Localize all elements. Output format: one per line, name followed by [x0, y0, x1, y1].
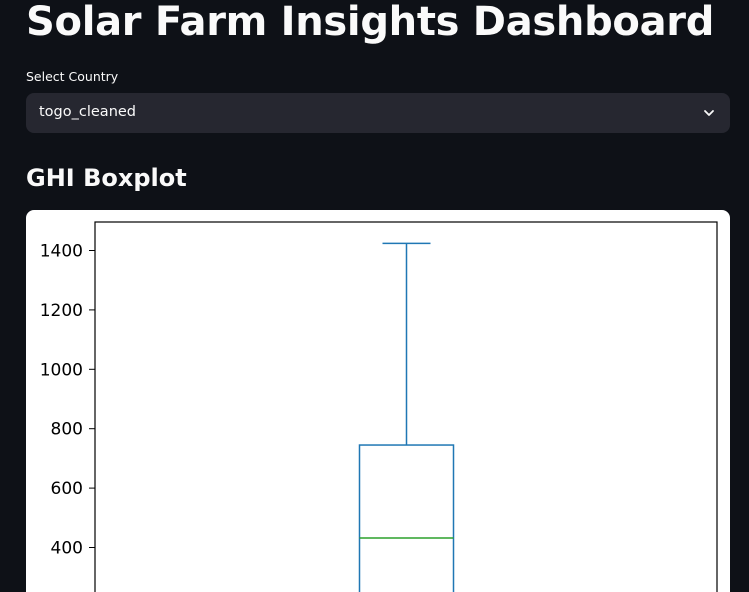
axes-frame [94, 221, 718, 592]
y-tick-label: 1000 [40, 360, 83, 380]
y-tick-label: 1200 [40, 301, 83, 321]
ghi-boxplot-chart: 400 600 800 1000 1200 1400 [26, 210, 730, 592]
y-tick-label: 800 [51, 420, 83, 440]
country-select-label: Select Country [26, 69, 119, 84]
boxplot-marks [358, 242, 455, 592]
y-tick-label: 600 [51, 479, 83, 499]
y-tick-label: 400 [51, 539, 83, 559]
box-iqr [358, 444, 455, 592]
country-select[interactable]: togo_cleaned [26, 93, 730, 133]
section-title: GHI Boxplot [26, 164, 187, 192]
y-axis-ticks: 400 600 800 1000 1200 1400 [40, 242, 95, 559]
chart-svg: 400 600 800 1000 1200 1400 [40, 221, 718, 592]
y-tick-label: 1400 [40, 242, 83, 262]
page-title: Solar Farm Insights Dashboard [26, 0, 715, 45]
chevron-down-icon [704, 110, 714, 116]
country-select-value: togo_cleaned [39, 104, 137, 120]
